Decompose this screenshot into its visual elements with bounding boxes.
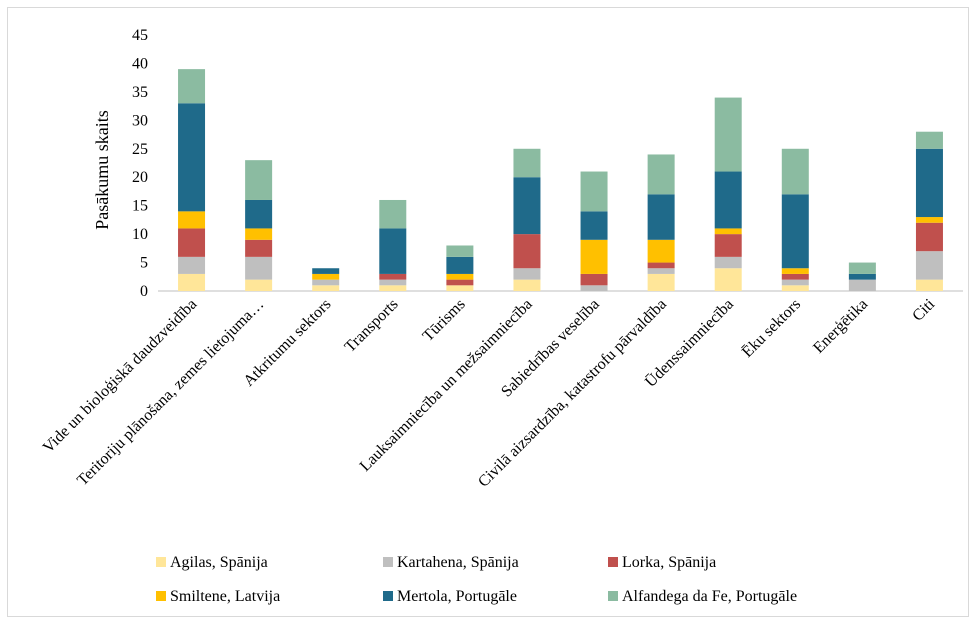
bar-segment [580,171,608,212]
category-label: Citi [909,295,938,324]
bar-segment [379,228,407,274]
y-tick-label: 0 [140,283,148,300]
legend-swatch [383,591,393,601]
bar-segment [848,273,876,280]
bar-segment [446,279,474,286]
category-label: Ēku sektors [739,296,804,361]
bar-segment [781,268,809,274]
legend-swatch [156,557,166,567]
bar-segment [379,273,407,280]
bar-segment [647,154,675,195]
bar-segment [513,148,541,178]
bar-segment [379,199,407,229]
bar-segment [178,273,206,291]
bar-segment [513,268,541,280]
bar-segment [446,245,474,257]
bar-segment [245,228,273,240]
bar-segment [915,131,943,149]
y-tick-label: 10 [132,226,148,243]
bar-segment [647,194,675,240]
legend-swatch [156,591,166,601]
category-label: Enerģētika [810,296,871,357]
bar-segment [915,217,943,223]
bar-segment [848,262,876,274]
bar-segment [178,69,206,104]
bar-segment [714,268,742,291]
legend-label: Alfandega da Fe, Portugāle [622,588,797,605]
bar-segment [714,97,742,172]
bar-segment [312,285,340,291]
bar-segment [446,256,474,274]
y-tick-label: 35 [132,84,148,101]
legend-label: Smiltene, Latvija [170,588,280,605]
category-labels: Vide un bioloģiskā daudzveidībaTeritorij… [40,295,939,490]
bar-segment [714,171,742,229]
y-tick-label: 45 [132,27,148,44]
stacked-bar-chart: Pasākumu skaits 0 5 10 15 20 25 30 35 40 45 Vide … [40,27,963,605]
bar-segment [781,273,809,280]
bar-segment [580,239,608,274]
y-tick-label: 30 [132,112,148,129]
y-tick-label: 5 [140,255,148,272]
bar-segment [915,279,943,291]
bar-segment [714,256,742,269]
category-label: Tūrisms [420,296,469,345]
bar-segment [178,228,206,257]
bar-segment [178,211,206,229]
y-tick-label: 15 [132,198,148,215]
bar-segment [245,160,273,200]
legend-swatch [383,557,393,567]
bars [178,69,943,291]
bar-segment [781,285,809,291]
bar-segment [379,285,407,291]
bar-segment [647,273,675,291]
bar-segment [245,256,273,280]
y-axis-title-group: Pasākumu skaits [92,110,112,230]
bar-segment [781,194,809,269]
legend: Agilas, Spānija Kartahena, Spānija Lorka, … [156,554,797,605]
y-axis-title: Pasākumu skaits [92,110,112,230]
bar-segment [781,148,809,195]
legend-label: Agilas, Spānija [170,554,268,571]
bar-segment [245,279,273,291]
bar-segment [647,268,675,274]
bar-segment [580,273,608,286]
legend-label: Kartahena, Spānija [397,554,519,571]
bar-segment [513,177,541,235]
legend-label: Mertola, Portugāle [397,588,517,605]
y-tick-label: 20 [132,169,148,186]
bar-segment [580,211,608,240]
bar-segment [915,222,943,252]
bar-segment [714,228,742,235]
bar-segment [245,199,273,229]
chart-container: Pasākumu skaits 0 5 10 15 20 25 30 35 40 45 Vide … [7,7,969,617]
bar-segment [915,251,943,280]
bar-segment [915,148,943,218]
bar-segment [178,256,206,274]
y-tick-label: 25 [132,141,148,158]
bar-segment [513,279,541,291]
y-axis-ticks: 0 5 10 15 20 25 30 35 40 45 [132,27,148,300]
bar-segment [379,279,407,286]
bar-segment [848,279,876,291]
bar-segment [446,273,474,280]
legend-swatch [608,591,618,601]
bar-segment [580,285,608,291]
category-label: Transports [342,296,402,356]
bar-segment [647,239,675,263]
legend-label: Lorka, Spānija [622,554,716,571]
bar-segment [647,262,675,269]
bar-segment [714,234,742,257]
bar-segment [513,234,541,269]
bar-segment [312,279,340,286]
bar-segment [245,239,273,257]
bar-segment [312,273,340,280]
bar-segment [446,285,474,291]
y-tick-label: 40 [132,55,148,72]
bar-segment [781,279,809,286]
bar-segment [312,268,340,274]
bar-segment [178,103,206,212]
legend-swatch [608,557,618,567]
